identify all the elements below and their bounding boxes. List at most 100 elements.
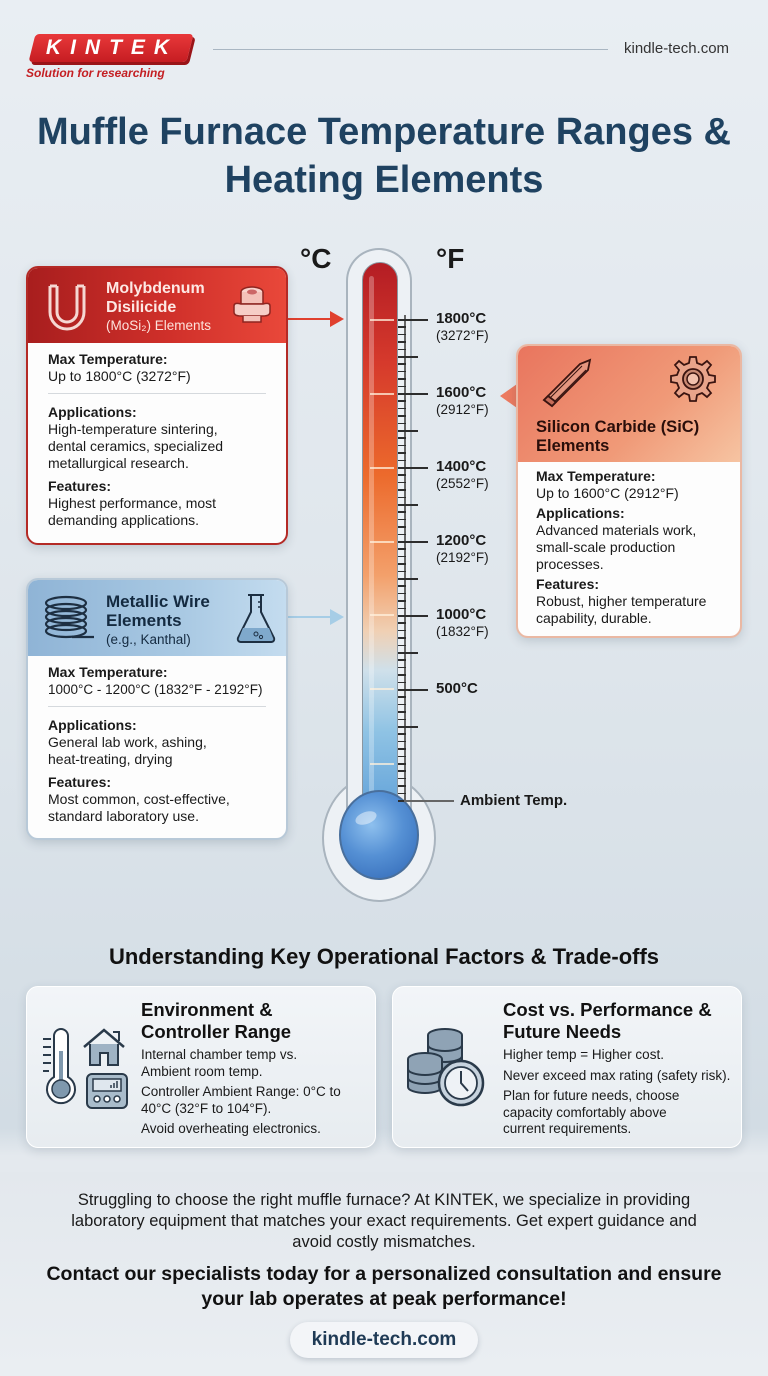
metal-arrow-icon bbox=[330, 609, 344, 625]
cost-line: Plan for future needs, choose capacity c… bbox=[503, 1088, 680, 1136]
scale-tick bbox=[398, 800, 406, 802]
temp-label-1800: 1800°C (3272°F) bbox=[436, 310, 489, 344]
scale-tick bbox=[398, 615, 428, 617]
divider bbox=[48, 393, 266, 394]
controller-panel-icon bbox=[85, 1072, 129, 1110]
scale-tick bbox=[398, 400, 406, 402]
ambient-pointer-line bbox=[404, 800, 454, 802]
max-temp-label: Max Temperature: bbox=[48, 664, 168, 680]
tube-mark bbox=[370, 541, 394, 543]
thermometer-highlight bbox=[369, 276, 374, 816]
scale-tick bbox=[398, 755, 406, 758]
kintek-logo[interactable]: KINTEK bbox=[28, 34, 196, 64]
scale-tick bbox=[398, 689, 428, 691]
scale-tick bbox=[398, 740, 406, 743]
scale-tick bbox=[398, 533, 406, 536]
metal-subtitle: (e.g., Kanthal) bbox=[106, 632, 191, 647]
scale-tick bbox=[398, 629, 406, 632]
scale-tick bbox=[398, 548, 406, 550]
u-shaped-element-icon bbox=[42, 282, 92, 332]
tube-mark bbox=[370, 688, 394, 690]
scale-tick bbox=[398, 385, 406, 388]
mosi2-card-header: Molybdenum Disilicide (MoSi₂) Elements bbox=[28, 268, 286, 343]
scale-tick bbox=[398, 726, 418, 728]
scale-tick bbox=[398, 674, 406, 676]
scale-tick bbox=[398, 637, 406, 639]
scale-tick bbox=[398, 496, 406, 499]
env-card-body: Internal chamber temp vs. Ambient room t… bbox=[141, 1047, 371, 1142]
cost-performance-card: Cost vs. Performance & Future Needs High… bbox=[392, 986, 742, 1148]
scale-tick bbox=[398, 763, 406, 765]
fahrenheit-value: (2912°F) bbox=[436, 402, 489, 417]
metallic-wire-element-card: Metallic Wire Elements (e.g., Kanthal) M… bbox=[26, 578, 288, 840]
gear-icon bbox=[668, 354, 718, 404]
features-label: Features: bbox=[48, 478, 112, 494]
scale-tick bbox=[398, 592, 406, 595]
scale-tick bbox=[398, 777, 406, 780]
celsius-unit-label: °C bbox=[300, 243, 332, 274]
temp-label-1200: 1200°C (2192°F) bbox=[436, 532, 489, 566]
tube-mark bbox=[370, 319, 394, 321]
fahrenheit-value: (1832°F) bbox=[436, 624, 489, 639]
cta-headline: Contact our specialists today for a pers… bbox=[46, 1263, 722, 1310]
celsius-value: 1800°C bbox=[436, 310, 487, 327]
mosi2-card-body: Max Temperature: Up to 1800°C (3272°F) A… bbox=[28, 343, 286, 539]
scale-tick bbox=[398, 607, 406, 610]
features-value: Highest performance, most demanding appl… bbox=[48, 495, 217, 528]
max-temp-value: Up to 1600°C (2912°F) bbox=[536, 485, 679, 501]
celsius-value: 1000°C bbox=[436, 606, 487, 623]
celsius-value: 1400°C bbox=[436, 458, 487, 475]
cost-line: Higher temp = Higher cost. bbox=[503, 1047, 664, 1062]
env-line: Internal chamber temp vs. Ambient room t… bbox=[141, 1047, 298, 1079]
temp-label-500: 500°C bbox=[436, 680, 478, 697]
mosi2-title: Molybdenum Disilicide bbox=[106, 280, 205, 316]
scale-tick bbox=[398, 652, 418, 654]
fahrenheit-value: (3272°F) bbox=[436, 328, 489, 343]
scale-tick bbox=[398, 319, 428, 321]
cta-url-button[interactable]: kindle-tech.com bbox=[290, 1322, 478, 1358]
scale-tick bbox=[398, 792, 406, 795]
scale-tick bbox=[398, 570, 406, 573]
scale-tick bbox=[398, 711, 406, 713]
scale-tick bbox=[398, 363, 406, 365]
scale-tick bbox=[398, 333, 406, 336]
factors-section-title: Understanding Key Operational Factors & … bbox=[108, 944, 660, 969]
scale-tick bbox=[398, 326, 406, 328]
max-temp-label: Max Temperature: bbox=[536, 468, 656, 484]
scale-tick bbox=[398, 578, 418, 580]
scale-tick bbox=[398, 459, 406, 462]
scale-tick bbox=[398, 393, 428, 395]
scale-tick bbox=[398, 703, 406, 706]
tube-mark bbox=[370, 614, 394, 616]
scale-tick bbox=[398, 481, 406, 484]
scale-tick bbox=[398, 422, 406, 425]
scale-tick bbox=[398, 378, 406, 380]
mosi2-subtitle: (MoSi₂) Elements bbox=[106, 318, 212, 333]
scale-tick bbox=[398, 563, 406, 565]
thermometer-bulb bbox=[339, 790, 419, 880]
celsius-value: 1600°C bbox=[436, 384, 487, 401]
env-line: Controller Ambient Range: 0°C to 40°C (3… bbox=[141, 1084, 341, 1116]
features-label: Features: bbox=[48, 774, 112, 790]
tube-mark bbox=[370, 467, 394, 469]
scale-tick bbox=[398, 504, 418, 506]
header-divider bbox=[213, 49, 608, 50]
coil-wire-icon bbox=[42, 594, 96, 644]
scale-tick bbox=[398, 681, 406, 684]
house-icon bbox=[81, 1027, 127, 1067]
cost-card-title: Cost vs. Performance & Future Needs bbox=[503, 999, 712, 1042]
scale-tick bbox=[398, 748, 406, 750]
mosi2-element-card: Molybdenum Disilicide (MoSi₂) Elements M… bbox=[26, 266, 288, 545]
sic-title: Silicon Carbide (SiC) Elements bbox=[536, 418, 700, 455]
scale-tick bbox=[398, 444, 406, 447]
scale-tick bbox=[398, 659, 406, 661]
scale-tick bbox=[398, 541, 428, 543]
applications-label: Applications: bbox=[48, 717, 137, 733]
scale-tick bbox=[398, 585, 406, 587]
lab-flask-icon bbox=[234, 592, 278, 646]
header-url-link[interactable]: kindle-tech.com bbox=[624, 40, 730, 57]
features-value: Robust, higher temperature capability, d… bbox=[536, 593, 707, 626]
coins-clock-icon bbox=[405, 1025, 491, 1111]
features-value: Most common, cost-effective, standard la… bbox=[48, 791, 230, 824]
scale-tick bbox=[398, 474, 406, 476]
